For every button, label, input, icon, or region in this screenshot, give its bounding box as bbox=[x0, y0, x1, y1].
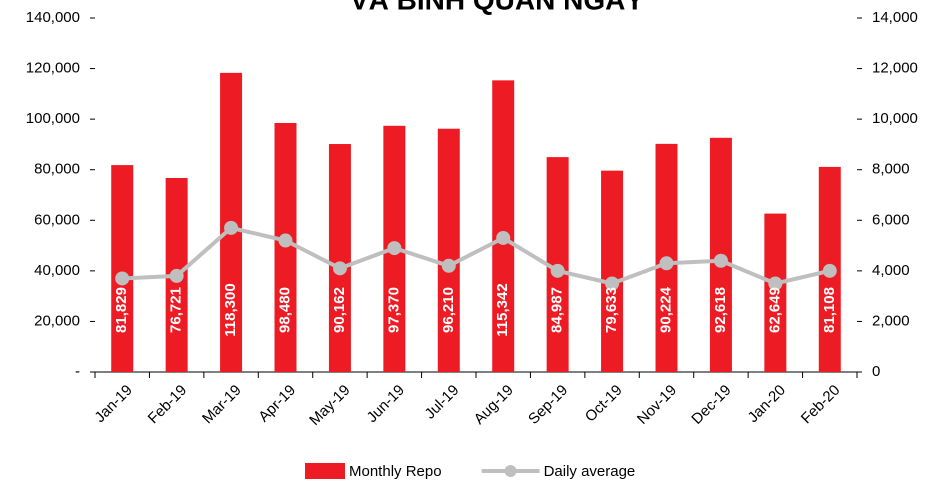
value-label: 118,300 bbox=[222, 283, 239, 336]
value-label: 97,370 bbox=[385, 287, 402, 333]
line-marker bbox=[387, 241, 402, 256]
chart-title: VÀ BÌNH QUÂN NGÀY bbox=[350, 0, 644, 15]
bar bbox=[437, 128, 460, 372]
y-tick-label: 20,000 bbox=[34, 312, 80, 329]
y-tick-label: 40,000 bbox=[34, 262, 80, 279]
bar bbox=[601, 170, 624, 372]
line-marker bbox=[768, 276, 783, 291]
line-marker bbox=[822, 263, 837, 278]
x-tick-label: Jul-19 bbox=[422, 382, 463, 423]
line-marker bbox=[169, 268, 184, 283]
x-tick-label: Apr-19 bbox=[255, 382, 299, 426]
x-tick-label: May-19 bbox=[306, 382, 353, 429]
y2-tick-label: 14,000 bbox=[872, 9, 918, 26]
value-label: 79,633 bbox=[603, 287, 620, 333]
line-marker bbox=[496, 230, 511, 245]
y2-tick-label: 6,000 bbox=[872, 211, 910, 228]
x-tick-label: Jan-19 bbox=[91, 382, 135, 426]
y2-tick-label: 2,000 bbox=[872, 312, 910, 329]
y2-tick-label: 12,000 bbox=[872, 60, 918, 77]
value-label: 76,721 bbox=[168, 287, 185, 333]
value-label: 115,342 bbox=[494, 283, 511, 336]
line bbox=[122, 225, 831, 286]
x-tick-label: Nov-19 bbox=[634, 382, 680, 428]
legend-marker bbox=[504, 465, 517, 477]
line-marker bbox=[278, 233, 293, 248]
x-tick-label: Sep-19 bbox=[525, 382, 571, 428]
value-label: 62,649 bbox=[766, 287, 783, 333]
value-label: 90,162 bbox=[331, 287, 348, 333]
value-label: 81,829 bbox=[113, 287, 130, 333]
value-label: 96,210 bbox=[440, 287, 457, 333]
x-tick-label: Jun-19 bbox=[364, 382, 408, 426]
x-tick-label: Feb-20 bbox=[798, 382, 844, 428]
line-marker bbox=[441, 258, 456, 273]
bar bbox=[328, 144, 351, 372]
legend-label: Monthly Repo bbox=[349, 463, 442, 480]
y2-tick-label: 0 bbox=[872, 363, 880, 380]
x-tick-label: Oct-19 bbox=[582, 382, 626, 426]
line-marker bbox=[659, 256, 674, 271]
line-marker bbox=[332, 261, 347, 276]
bar bbox=[492, 80, 515, 372]
x-tick-label: Feb-19 bbox=[145, 382, 191, 428]
legend-label: Daily average bbox=[544, 463, 636, 480]
bar bbox=[764, 213, 787, 372]
line-marker bbox=[713, 253, 728, 268]
line-marker bbox=[605, 276, 620, 291]
value-label: 84,987 bbox=[549, 287, 566, 333]
value-label: 90,224 bbox=[657, 286, 674, 333]
value-label: 92,618 bbox=[712, 287, 729, 333]
value-label: 81,108 bbox=[821, 287, 838, 333]
y-tick-label: - bbox=[75, 363, 80, 380]
line-marker bbox=[115, 271, 130, 286]
line-marker bbox=[224, 220, 239, 235]
y2-tick-label: 8,000 bbox=[872, 161, 910, 178]
x-tick-label: Dec-19 bbox=[688, 382, 734, 428]
y-tick-label: 100,000 bbox=[26, 110, 80, 127]
y-tick-label: 120,000 bbox=[26, 60, 80, 77]
legend-swatch bbox=[305, 463, 345, 479]
y-tick-label: 80,000 bbox=[34, 161, 80, 178]
value-label: 98,480 bbox=[276, 287, 293, 333]
x-tick-label: Jan-20 bbox=[745, 382, 789, 426]
x-tick-label: Aug-19 bbox=[471, 382, 517, 428]
y-tick-label: 60,000 bbox=[34, 211, 80, 228]
y-tick-label: 140,000 bbox=[26, 9, 80, 26]
y2-tick-label: 4,000 bbox=[872, 262, 910, 279]
x-tick-label: Mar-19 bbox=[199, 382, 245, 428]
y2-tick-label: 10,000 bbox=[872, 110, 918, 127]
line-marker bbox=[550, 263, 565, 278]
bar bbox=[111, 165, 134, 372]
